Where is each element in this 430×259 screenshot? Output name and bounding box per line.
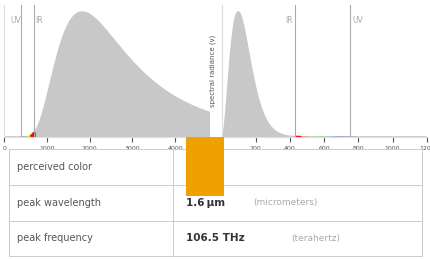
Y-axis label: spectral radiance (ν): spectral radiance (ν) xyxy=(209,35,215,107)
Text: peak frequency: peak frequency xyxy=(17,233,92,243)
X-axis label: frequency (THz): frequency (THz) xyxy=(293,157,354,166)
Text: (terahertz): (terahertz) xyxy=(291,234,340,243)
X-axis label: wavelength (nm): wavelength (nm) xyxy=(74,157,139,166)
Text: UV: UV xyxy=(10,17,21,25)
Text: peak wavelength: peak wavelength xyxy=(17,198,101,207)
Bar xyxy=(185,137,224,196)
Text: 106.5 THz: 106.5 THz xyxy=(185,233,244,243)
Text: UV: UV xyxy=(352,17,362,25)
Text: (micrometers): (micrometers) xyxy=(253,198,317,207)
Text: IR: IR xyxy=(35,17,43,25)
Text: IR: IR xyxy=(284,17,292,25)
Text: perceived color: perceived color xyxy=(17,162,92,172)
Text: 1.6 μm: 1.6 μm xyxy=(185,198,224,207)
